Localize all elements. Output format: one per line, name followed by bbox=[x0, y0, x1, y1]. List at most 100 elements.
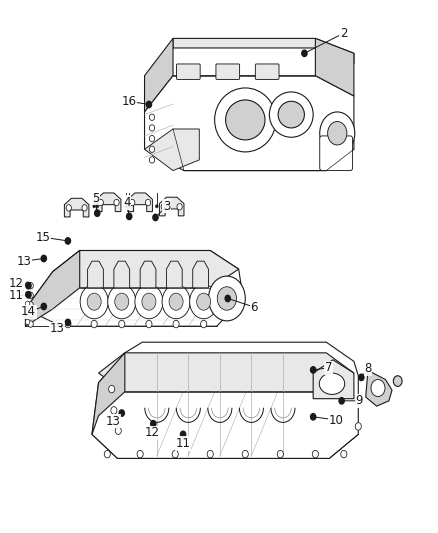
Ellipse shape bbox=[226, 100, 265, 140]
Circle shape bbox=[119, 410, 124, 416]
Polygon shape bbox=[99, 353, 354, 392]
Circle shape bbox=[312, 450, 318, 458]
Circle shape bbox=[25, 319, 30, 325]
Polygon shape bbox=[25, 251, 80, 326]
Text: 5: 5 bbox=[92, 192, 99, 205]
Circle shape bbox=[149, 114, 155, 120]
Text: 15: 15 bbox=[35, 231, 50, 244]
Text: 14: 14 bbox=[21, 305, 36, 318]
Circle shape bbox=[28, 321, 33, 327]
Polygon shape bbox=[140, 261, 156, 288]
Text: 13: 13 bbox=[49, 322, 64, 335]
Circle shape bbox=[339, 398, 344, 404]
Circle shape bbox=[153, 214, 158, 221]
Circle shape bbox=[177, 204, 182, 210]
Polygon shape bbox=[159, 197, 184, 216]
Polygon shape bbox=[53, 251, 239, 288]
Circle shape bbox=[41, 303, 46, 310]
Text: 13: 13 bbox=[17, 255, 32, 268]
Circle shape bbox=[108, 285, 136, 319]
Polygon shape bbox=[96, 193, 121, 212]
Circle shape bbox=[169, 293, 183, 310]
Circle shape bbox=[172, 450, 178, 458]
Text: 4: 4 bbox=[123, 196, 131, 209]
FancyBboxPatch shape bbox=[255, 64, 279, 79]
Circle shape bbox=[104, 450, 110, 458]
Circle shape bbox=[28, 292, 33, 298]
Circle shape bbox=[125, 205, 127, 208]
Polygon shape bbox=[173, 38, 354, 64]
Circle shape bbox=[161, 204, 166, 210]
Circle shape bbox=[115, 293, 129, 310]
Circle shape bbox=[25, 310, 30, 316]
Circle shape bbox=[201, 320, 207, 328]
Polygon shape bbox=[145, 76, 354, 171]
Circle shape bbox=[225, 295, 230, 302]
Circle shape bbox=[80, 285, 108, 319]
Circle shape bbox=[65, 319, 71, 326]
Circle shape bbox=[26, 282, 31, 289]
Circle shape bbox=[41, 255, 46, 262]
Circle shape bbox=[149, 146, 155, 152]
Polygon shape bbox=[128, 193, 152, 212]
Circle shape bbox=[128, 205, 131, 208]
Circle shape bbox=[217, 287, 237, 310]
Circle shape bbox=[149, 125, 155, 131]
Text: 3: 3 bbox=[163, 200, 170, 213]
Circle shape bbox=[65, 320, 71, 328]
Text: 6: 6 bbox=[250, 301, 258, 313]
Circle shape bbox=[355, 397, 361, 405]
Circle shape bbox=[190, 285, 218, 319]
Polygon shape bbox=[366, 370, 392, 406]
Circle shape bbox=[173, 320, 179, 328]
Circle shape bbox=[359, 374, 364, 381]
Polygon shape bbox=[92, 342, 358, 458]
Circle shape bbox=[28, 282, 33, 289]
Circle shape bbox=[149, 157, 155, 163]
Circle shape bbox=[328, 122, 347, 145]
Text: 16: 16 bbox=[122, 95, 137, 108]
Text: 7: 7 bbox=[325, 361, 332, 374]
Circle shape bbox=[320, 112, 355, 155]
Circle shape bbox=[355, 423, 361, 430]
Circle shape bbox=[137, 450, 143, 458]
Circle shape bbox=[155, 205, 158, 208]
Polygon shape bbox=[114, 261, 130, 288]
Polygon shape bbox=[25, 251, 243, 326]
Polygon shape bbox=[145, 129, 199, 171]
Circle shape bbox=[145, 199, 151, 206]
Ellipse shape bbox=[319, 373, 345, 394]
Circle shape bbox=[311, 414, 316, 420]
Circle shape bbox=[28, 302, 33, 308]
Circle shape bbox=[28, 311, 33, 318]
FancyBboxPatch shape bbox=[320, 136, 353, 171]
Circle shape bbox=[208, 276, 245, 321]
Circle shape bbox=[93, 205, 95, 208]
Ellipse shape bbox=[269, 92, 313, 137]
Text: 11: 11 bbox=[176, 437, 191, 450]
Circle shape bbox=[25, 292, 30, 297]
Polygon shape bbox=[315, 38, 354, 96]
Circle shape bbox=[302, 50, 307, 56]
FancyBboxPatch shape bbox=[177, 64, 200, 79]
Circle shape bbox=[127, 213, 132, 220]
Circle shape bbox=[65, 238, 71, 244]
Polygon shape bbox=[64, 198, 89, 217]
Circle shape bbox=[66, 205, 71, 211]
Circle shape bbox=[96, 205, 99, 208]
Circle shape bbox=[341, 450, 347, 458]
Circle shape bbox=[26, 292, 31, 298]
Circle shape bbox=[242, 450, 248, 458]
Text: 9: 9 bbox=[355, 394, 363, 407]
Text: 12: 12 bbox=[9, 277, 24, 290]
Circle shape bbox=[146, 320, 152, 328]
Text: 2: 2 bbox=[340, 27, 348, 39]
Circle shape bbox=[162, 285, 190, 319]
Circle shape bbox=[151, 421, 156, 427]
Polygon shape bbox=[145, 38, 173, 112]
Circle shape bbox=[130, 199, 135, 206]
Polygon shape bbox=[92, 353, 125, 434]
Circle shape bbox=[393, 376, 402, 386]
Circle shape bbox=[146, 101, 152, 108]
Circle shape bbox=[311, 367, 316, 373]
